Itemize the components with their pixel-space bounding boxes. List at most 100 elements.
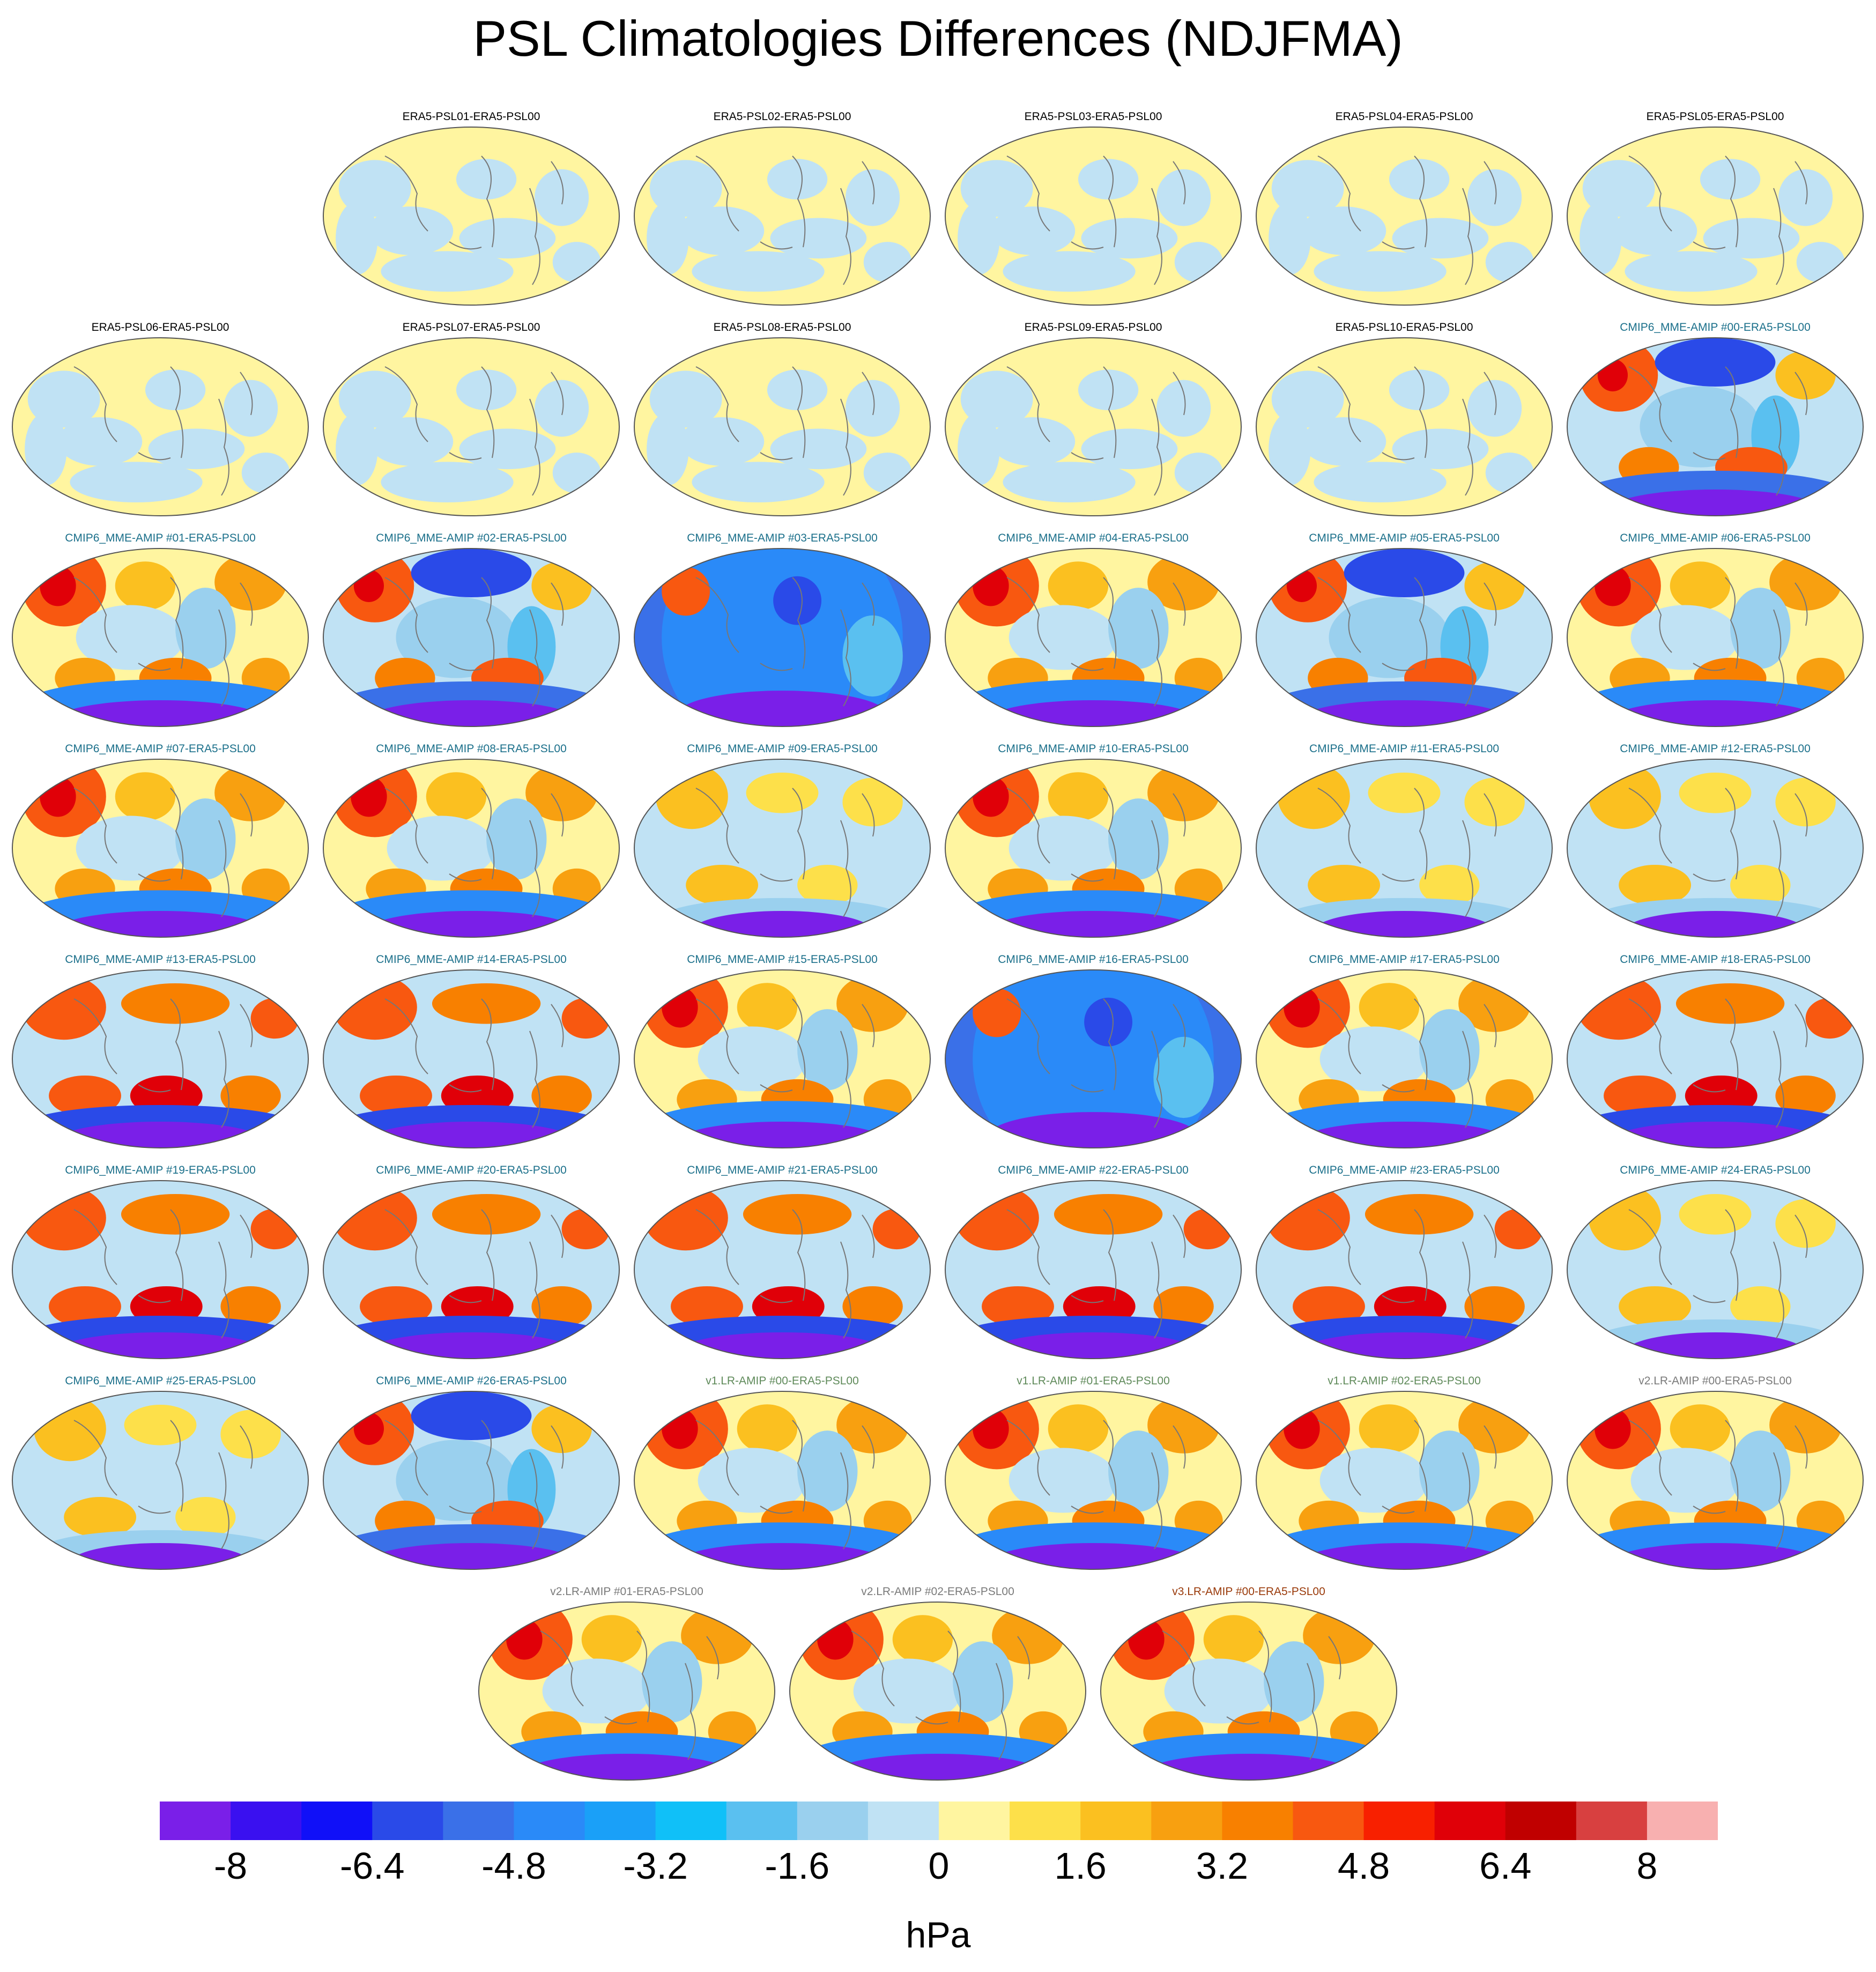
coastline <box>551 793 564 837</box>
contour-region <box>988 1543 1199 1569</box>
figure-title: PSL Climatologies Differences (NDJFMA) <box>473 10 1403 66</box>
contour-region <box>842 777 903 827</box>
contour-region <box>1778 169 1833 226</box>
map-panel: ERA5-PSL02-ERA5-PSL00 <box>632 110 933 314</box>
coastline <box>1317 1209 1361 1285</box>
coastline <box>449 452 482 461</box>
colorbar-tick-label: -1.6 <box>765 1845 830 1887</box>
map-panel: CMIP6_MME-AMIP #13-ERA5-PSL00 <box>10 953 311 1156</box>
coastline <box>1693 241 1726 250</box>
coastline <box>1006 366 1050 442</box>
contour-region <box>57 417 143 466</box>
contour-region <box>767 159 828 200</box>
map-outline <box>12 969 309 1148</box>
map-outline <box>12 759 309 938</box>
coastline <box>1226 1716 1259 1725</box>
world-map <box>323 337 620 516</box>
world-map <box>1567 759 1864 938</box>
contour-region <box>1365 1193 1474 1235</box>
contour-region <box>1625 1332 1806 1359</box>
coastline <box>1151 1241 1162 1339</box>
contour-region <box>1796 242 1845 283</box>
coastline <box>695 998 739 1074</box>
panel-title: CMIP6_MME-AMIP #11-ERA5-PSL00 <box>1309 743 1500 755</box>
contour-region <box>1595 1408 1631 1449</box>
contour-region <box>353 1412 384 1445</box>
contour-region <box>55 1121 266 1148</box>
coastline <box>1317 788 1361 864</box>
coastline <box>449 241 482 250</box>
contour-region <box>175 798 236 880</box>
coastline <box>695 366 739 442</box>
coastline <box>1484 161 1497 205</box>
contour-region <box>1419 1430 1480 1512</box>
coastline <box>218 609 229 707</box>
coastline <box>1725 788 1739 880</box>
contour-region <box>1048 561 1109 611</box>
contour-region <box>692 910 873 937</box>
panel-title: CMIP6_MME-AMIP #13-ERA5-PSL00 <box>65 953 256 966</box>
coastline <box>1317 1420 1361 1496</box>
colorbar-segment <box>1293 1802 1365 1840</box>
coastline <box>1693 663 1726 671</box>
contour-region <box>990 206 1076 255</box>
panel-title: CMIP6_MME-AMIP #04-ERA5-PSL00 <box>998 532 1189 544</box>
contour-region <box>1670 1404 1731 1454</box>
contour-region <box>21 1185 106 1251</box>
map-panel: CMIP6_MME-AMIP #24-ERA5-PSL00 <box>1564 1163 1866 1367</box>
coastline <box>1414 1420 1428 1512</box>
coastline <box>1484 372 1497 416</box>
contour-region <box>360 1075 432 1116</box>
colorbar-tick-label: -6.4 <box>339 1845 405 1887</box>
contour-region <box>1048 1404 1109 1454</box>
map-outline <box>1256 969 1553 1148</box>
colorbar-segment <box>726 1802 798 1840</box>
contour-region <box>1775 1075 1836 1116</box>
contour-region <box>1419 1009 1480 1091</box>
contour-region <box>737 983 798 1032</box>
contour-region <box>770 218 867 259</box>
contour-region <box>1078 159 1139 200</box>
colorbar-segment <box>1363 1802 1435 1840</box>
panel-title: v2.LR-AMIP #00-ERA5-PSL00 <box>1638 1375 1792 1387</box>
coastline <box>1462 1452 1473 1550</box>
coastline <box>840 1241 851 1339</box>
contour-region <box>1174 242 1223 283</box>
contour-region <box>671 1286 743 1327</box>
colorbar-segment <box>797 1802 869 1840</box>
contour-region <box>1595 565 1631 606</box>
contour-region <box>353 569 384 602</box>
contour-region <box>1619 1286 1692 1327</box>
panel-title: CMIP6_MME-AMIP #08-ERA5-PSL00 <box>376 743 567 755</box>
contour-region <box>1009 605 1117 670</box>
contour-region <box>535 380 589 437</box>
coastline <box>481 998 495 1091</box>
contour-region <box>767 369 828 411</box>
panel-title: CMIP6_MME-AMIP #19-ERA5-PSL00 <box>65 1164 256 1176</box>
contour-region <box>1392 218 1489 259</box>
map-outline <box>789 1602 1086 1781</box>
contour-region <box>55 910 266 937</box>
map-outline <box>945 969 1242 1148</box>
contour-region <box>643 1185 728 1251</box>
world-map <box>634 548 931 727</box>
contour-region <box>426 772 487 821</box>
map-panel: CMIP6_MME-AMIP #22-ERA5-PSL00 <box>943 1163 1244 1367</box>
contour-region <box>1153 1036 1214 1118</box>
coastline <box>384 366 428 442</box>
contour-region <box>686 864 759 906</box>
colorbar-units: hPa <box>906 1915 971 1955</box>
contour-region <box>1730 1430 1791 1512</box>
world-map <box>1567 969 1864 1148</box>
contour-region <box>366 910 577 937</box>
contour-region <box>531 1286 592 1327</box>
contour-region <box>863 453 912 493</box>
contour-region <box>25 412 67 486</box>
contour-region <box>737 1404 798 1454</box>
contour-region <box>396 1440 517 1521</box>
map-outline <box>323 127 620 306</box>
contour-region <box>1485 453 1534 493</box>
colorbar-segment <box>1010 1802 1081 1840</box>
coastline <box>170 577 184 669</box>
contour-region <box>1604 1075 1676 1116</box>
